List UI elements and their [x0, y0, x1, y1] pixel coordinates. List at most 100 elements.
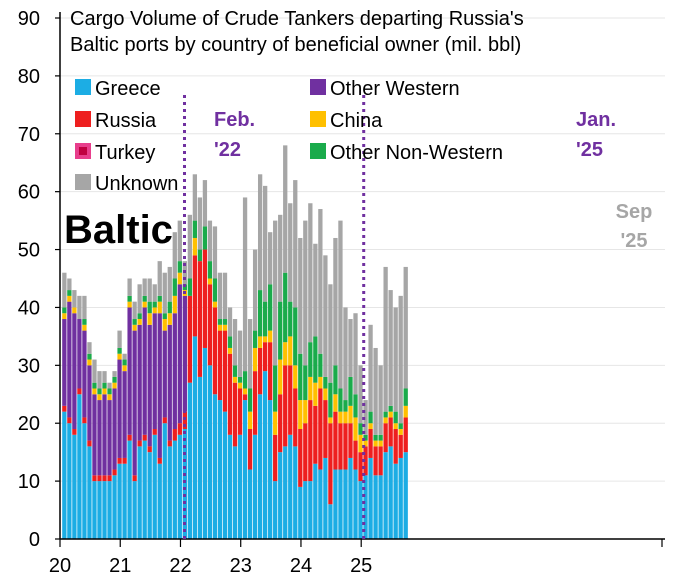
y-tick-label: 80	[18, 66, 40, 88]
bar-segment-unknown	[298, 237, 303, 354]
bar-segment-russia	[283, 365, 288, 447]
annotation-feb22-text: '22	[214, 139, 241, 161]
bar-segment-other-non-western	[107, 388, 112, 395]
bar-segment-greece	[358, 481, 363, 539]
bar-segment-greece	[278, 452, 283, 539]
bar-segment-china	[338, 411, 343, 424]
bar-segment-greece	[313, 463, 318, 539]
bar-segment-other-non-western	[162, 313, 167, 320]
bar-segment-china	[137, 319, 142, 325]
bar-segment-russia	[197, 261, 203, 377]
bar-segment-other-non-western	[217, 319, 223, 325]
bar-segment-greece	[293, 446, 298, 539]
bar-segment-china	[222, 324, 228, 331]
bar-segment-china	[162, 319, 167, 331]
bar-segment-other-non-western	[97, 388, 102, 395]
annotation-sep25-text: '25	[620, 230, 647, 252]
x-tick-label: 24	[290, 555, 312, 577]
bar-segment-greece	[177, 434, 182, 539]
bar-segment-greece	[112, 475, 117, 539]
bar-segment-russia	[388, 417, 393, 447]
bar-segment-russia	[247, 429, 253, 470]
bar-segment-unknown	[127, 278, 132, 296]
bar-segment-greece	[318, 469, 323, 539]
bar-segment-greece	[82, 423, 87, 539]
bar-segment-greece	[268, 400, 273, 539]
bar-segment-russia	[202, 249, 208, 348]
bar-segment-russia	[127, 434, 132, 441]
bar-segment-unknown	[348, 319, 353, 377]
bar-segment-greece	[323, 457, 328, 539]
bar-segment-unknown	[122, 353, 127, 360]
bar-segment-china	[242, 388, 248, 395]
bar-segment-other-non-western	[293, 307, 298, 366]
bar-segment-russia	[107, 475, 112, 482]
bar-segment-unknown	[388, 290, 393, 406]
bar-segment-russia	[77, 388, 82, 395]
bar-segment-greece	[157, 463, 162, 539]
bar-segment-greece	[197, 376, 203, 539]
bar-segment-russia	[303, 423, 308, 482]
chart-title-line-1: Cargo Volume of Crude Tankers departing …	[70, 8, 524, 30]
bar-segment-russia	[358, 452, 363, 482]
y-tick-label: 90	[18, 8, 40, 30]
bar-segment-unknown	[117, 330, 122, 348]
annotations: Feb. '22 Jan. '25 Sep '25	[182, 95, 652, 539]
bar-segment-greece	[308, 481, 313, 539]
bar-segment-unknown	[137, 284, 142, 314]
bar-segment-other-western	[87, 365, 92, 441]
bar-segment-unknown	[247, 319, 253, 389]
bar-segment-china	[257, 336, 263, 348]
bar-segment-unknown	[393, 307, 398, 412]
bar-segment-unknown	[157, 261, 162, 296]
bar-segment-other-western	[167, 324, 172, 441]
legend-swatch-unknown	[75, 174, 91, 190]
bar-segment-russia	[263, 342, 268, 372]
bar-segment-russia	[117, 457, 122, 464]
bar-segment-unknown	[353, 313, 358, 395]
bar-segment-china	[112, 382, 117, 389]
bar-segment-other-western	[72, 313, 77, 430]
axes: 0 10 20 30 40 50 60 70 80 90 20 21 22 23 24 25	[18, 8, 665, 577]
bar-stacks	[62, 145, 408, 539]
bar-segment-other-western	[122, 371, 127, 458]
bar-segment-unknown	[82, 295, 87, 320]
bar-segment-greece	[353, 469, 358, 539]
bar-segment-other-non-western	[318, 353, 323, 377]
bar-segment-greece	[222, 411, 228, 539]
bar-segment-unknown	[278, 214, 283, 302]
bar-segment-greece	[388, 446, 393, 539]
panel-label: Baltic	[64, 208, 173, 252]
bar-segment-china	[363, 440, 368, 447]
y-tick-label: 60	[18, 182, 40, 204]
bar-segment-other-western	[67, 301, 72, 418]
bar-segment-china	[298, 400, 303, 430]
bar-segment-other-non-western	[273, 365, 278, 412]
bar-segment-unknown	[328, 284, 333, 383]
bar-segment-russia	[373, 446, 378, 476]
bar-segment-greece	[328, 504, 333, 539]
bar-segment-other-non-western	[167, 301, 172, 314]
bar-segment-other-non-western	[373, 434, 378, 441]
bar-segment-greece	[252, 434, 258, 539]
bar-segment-russia	[142, 434, 147, 441]
x-tick-label: 20	[49, 555, 71, 577]
bar-segment-unknown	[333, 237, 338, 366]
bar-segment-china	[82, 324, 87, 331]
bar-segment-russia	[288, 365, 293, 435]
bar-segment-unknown	[358, 365, 363, 424]
bar-segment-russia	[172, 429, 177, 441]
annotation-jan25-text: '25	[576, 139, 603, 161]
bar-segment-greece	[107, 481, 112, 539]
bar-segment-unknown	[142, 278, 147, 296]
bar-segment-unknown	[373, 347, 378, 435]
bar-segment-russia	[152, 429, 157, 435]
bar-segment-unknown	[363, 400, 368, 435]
bar-segment-greece	[403, 452, 408, 539]
bar-segment-unknown	[102, 371, 107, 383]
bar-segment-unknown	[403, 266, 408, 389]
bar-segment-other-non-western	[142, 295, 147, 302]
bar-segment-russia	[328, 423, 333, 505]
y-tick-label: 70	[18, 124, 40, 146]
bar-segment-other-non-western	[67, 290, 72, 296]
